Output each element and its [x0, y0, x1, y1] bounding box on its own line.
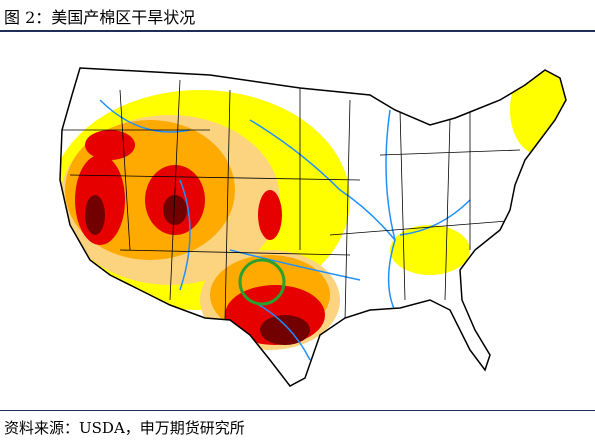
- source-note: 资料来源：USDA，申万期货研究所: [4, 419, 245, 437]
- title-rule: [0, 30, 595, 32]
- drought-map: [59, 67, 567, 387]
- us-outline: [59, 67, 567, 387]
- highlight-circle: [238, 258, 286, 306]
- state-borders: [60, 79, 521, 321]
- figure-title: 图 2：美国产棉区干旱状况: [4, 8, 196, 27]
- drought-layer: [60, 68, 566, 386]
- source-rule: [0, 410, 595, 411]
